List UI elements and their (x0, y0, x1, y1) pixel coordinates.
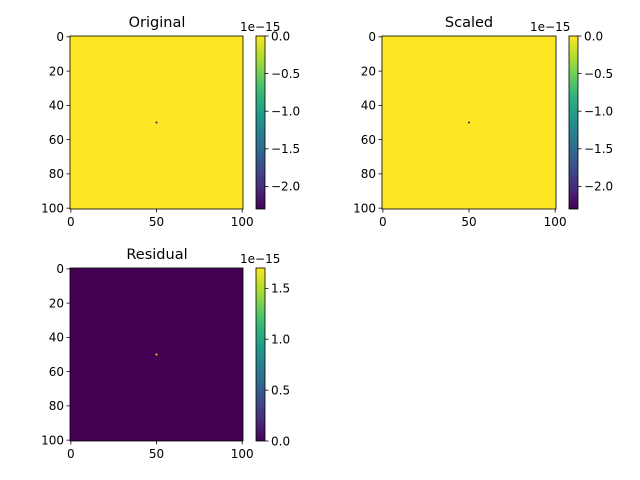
y-tick-label: 60 (49, 365, 64, 379)
colorbar-tick-label: 0.0 (271, 29, 290, 43)
y-tick-label: 100 (353, 201, 376, 215)
colorbar-tick-label: −1.0 (271, 105, 300, 119)
x-tick-label: 100 (231, 215, 254, 229)
heatmap-image (382, 36, 556, 209)
x-tick-label: 50 (149, 447, 164, 461)
colorbar-frame (255, 35, 266, 210)
y-tick-label: 0 (368, 30, 376, 44)
y-tick-label: 20 (49, 64, 64, 78)
panel-title: Residual (126, 247, 187, 263)
y-tick-label: 40 (49, 99, 64, 113)
y-tick-label: 0 (56, 30, 64, 44)
panel-title: Original (129, 15, 186, 31)
colorbar-tick-label: 0.0 (584, 29, 603, 43)
colorbar-tick-label: −1.5 (271, 142, 300, 156)
heatmap-cell (155, 121, 158, 124)
y-tick-label: 40 (361, 99, 376, 113)
heatmap-image (70, 36, 243, 209)
colorbar-offset-text: 1e−15 (240, 252, 280, 266)
colorbar-offset-text: 1e−15 (240, 20, 280, 34)
y-tick-label: 80 (49, 399, 64, 413)
y-tick-label: 80 (361, 167, 376, 181)
colorbar-tick-label: −2.0 (271, 180, 300, 194)
colorbar-tick-label: −1.0 (584, 105, 613, 119)
y-tick-label: 0 (56, 262, 64, 276)
colorbar-offset-text: 1e−15 (530, 20, 570, 34)
y-tick-label: 20 (49, 296, 64, 310)
y-tick-label: 100 (41, 433, 64, 447)
x-tick-label: 100 (544, 215, 567, 229)
colorbar-tick-label: −0.5 (584, 67, 613, 81)
heatmap-cell (155, 353, 158, 356)
y-tick-label: 60 (49, 133, 64, 147)
colorbar-gradient (569, 36, 578, 209)
colorbar-gradient (256, 36, 265, 209)
x-tick-label: 0 (67, 447, 75, 461)
colorbar-tick-label: 0.5 (271, 383, 290, 397)
colorbar-gradient (256, 268, 265, 441)
y-tick-label: 20 (361, 64, 376, 78)
y-tick-label: 80 (49, 167, 64, 181)
heatmap-image (70, 268, 243, 441)
x-tick-label: 0 (379, 215, 387, 229)
x-tick-label: 50 (461, 215, 476, 229)
x-tick-label: 100 (231, 447, 254, 461)
colorbar-tick-label: 1.0 (271, 333, 290, 347)
colorbar-tick-label: −0.5 (271, 67, 300, 81)
colorbar-tick-label: −2.0 (584, 180, 613, 194)
x-tick-label: 50 (149, 215, 164, 229)
colorbar-frame (255, 267, 266, 442)
y-tick-label: 40 (49, 331, 64, 345)
y-tick-label: 60 (361, 133, 376, 147)
colorbar-tick-label: −1.5 (584, 142, 613, 156)
colorbar-tick-label: 0.0 (271, 434, 290, 448)
colorbar-tick-label: 1.5 (271, 282, 290, 296)
x-tick-label: 0 (67, 215, 75, 229)
y-tick-label: 100 (41, 201, 64, 215)
colorbar-frame (568, 35, 579, 210)
heatmap-cell (468, 121, 470, 124)
panel-title: Scaled (445, 15, 493, 31)
